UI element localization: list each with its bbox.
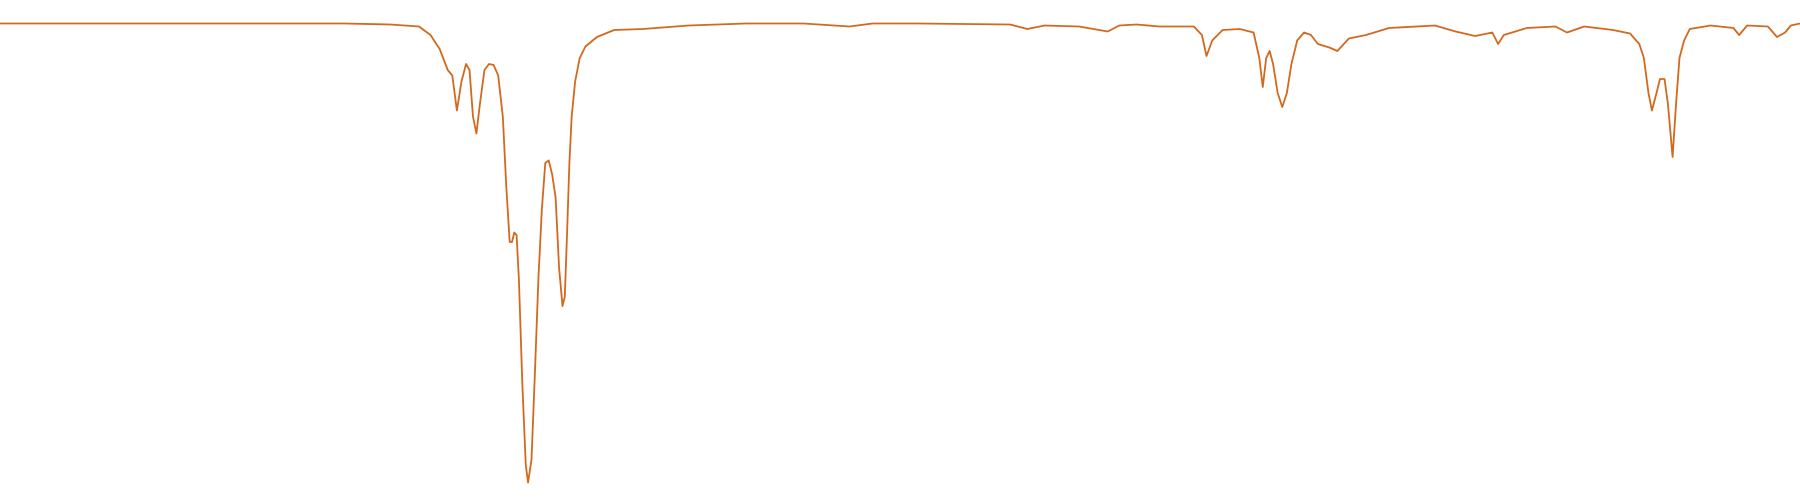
spectrum-line: [0, 22, 1800, 484]
